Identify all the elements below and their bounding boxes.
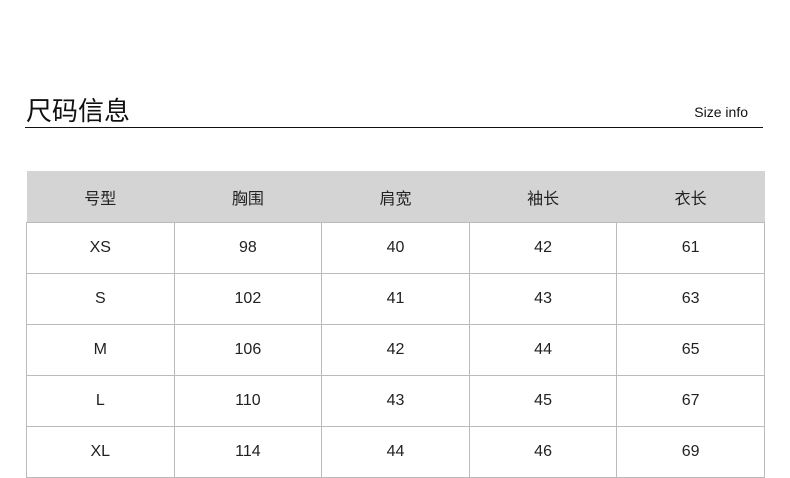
table-header-row: 号型 胸围 肩宽 袖长 衣长: [26, 171, 765, 223]
page-title: 尺码信息: [26, 97, 131, 127]
table-cell: 106: [173, 324, 323, 376]
column-header: 袖长: [469, 171, 617, 223]
table-cell: 98: [173, 222, 323, 274]
table-cell: 42: [321, 324, 470, 376]
table-row: XL 114 44 46 69: [26, 426, 765, 478]
table-row: XS 98 40 42 61: [26, 222, 765, 274]
table-cell: 44: [468, 324, 618, 376]
table-cell: 40: [321, 222, 470, 274]
table-row: S 102 41 43 63: [26, 273, 765, 325]
column-header: 号型: [26, 171, 175, 223]
page-subtitle: Size info: [694, 104, 748, 120]
table-cell: XL: [26, 426, 175, 478]
table-cell: 43: [321, 375, 470, 427]
column-header: 胸围: [174, 171, 322, 223]
table-row: M 106 42 44 65: [26, 324, 765, 376]
table-row: L 110 43 45 67: [26, 375, 765, 427]
table-cell: 110: [173, 375, 323, 427]
table-cell: L: [26, 375, 175, 427]
table-cell: 102: [173, 273, 323, 325]
table-cell: 44: [321, 426, 470, 478]
table-cell: 46: [468, 426, 618, 478]
table-cell: M: [26, 324, 175, 376]
table-cell: 43: [468, 273, 618, 325]
table-cell: S: [26, 273, 175, 325]
table-cell: 45: [468, 375, 618, 427]
title-divider: [25, 127, 763, 128]
table-cell: 69: [616, 426, 765, 478]
size-table: 号型 胸围 肩宽 袖长 衣长 XS 98 40 42 61 S 102 41 43 63 M 106 4…: [26, 171, 765, 478]
table-cell: 61: [616, 222, 765, 274]
table-cell: 42: [468, 222, 618, 274]
table-cell: 63: [616, 273, 765, 325]
table-cell: 41: [321, 273, 470, 325]
table-cell: 65: [616, 324, 765, 376]
table-cell: XS: [26, 222, 175, 274]
column-header: 肩宽: [321, 171, 470, 223]
column-header: 衣长: [616, 171, 765, 223]
table-cell: 114: [173, 426, 323, 478]
table-cell: 67: [616, 375, 765, 427]
